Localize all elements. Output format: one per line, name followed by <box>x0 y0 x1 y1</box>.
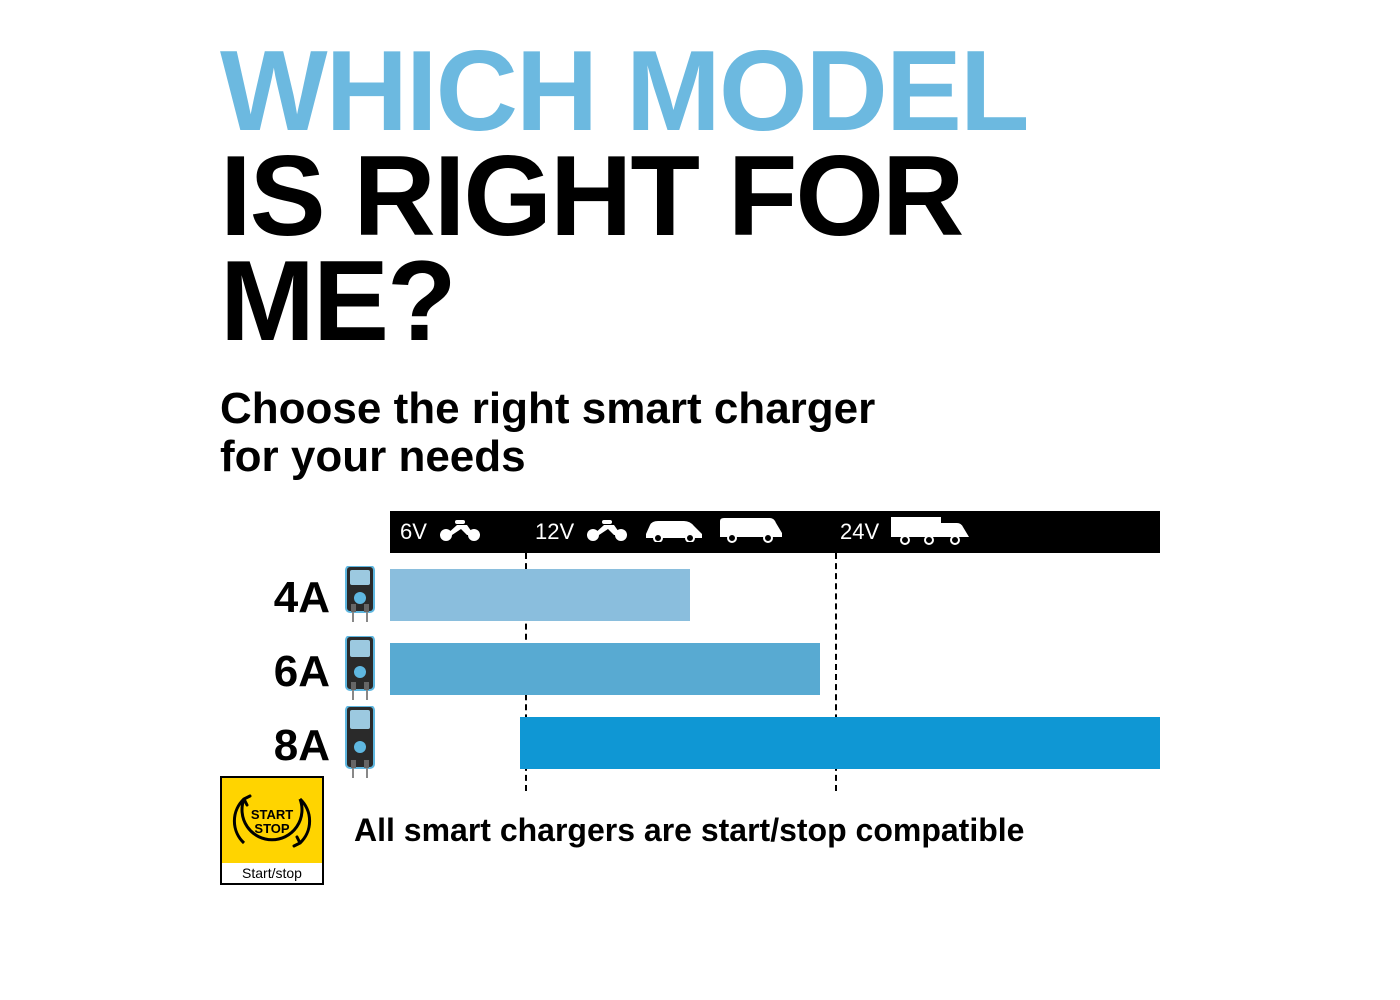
motorbike-icon <box>437 516 483 548</box>
capability-bar-4a <box>390 569 690 621</box>
charger-icon-8a <box>342 706 378 785</box>
startstop-icon: START STOP <box>227 784 317 858</box>
voltage-label: 6V <box>400 519 427 545</box>
startstop-badge-caption: Start/stop <box>222 863 322 883</box>
startstop-badge-text-top: START <box>251 807 293 822</box>
charger-icon-4a <box>342 566 378 629</box>
car-icon <box>642 516 706 548</box>
title-line-2: IS RIGHT FOR ME? <box>220 145 1180 355</box>
chart-header-band: 6V 12V 24V <box>390 511 1160 553</box>
startstop-text: All smart chargers are start/stop compat… <box>354 812 1024 849</box>
subtitle: Choose the right smart charger for your … <box>220 385 1180 482</box>
charger-icon-6a <box>342 636 378 707</box>
van-icon <box>718 515 784 549</box>
voltage-label: 12V <box>535 519 574 545</box>
voltage-label: 24V <box>840 519 879 545</box>
subtitle-line-1: Choose the right smart charger <box>220 384 875 433</box>
startstop-badge: START STOP Start/stop <box>220 776 324 885</box>
row-label-8a: 8A <box>220 721 330 771</box>
voltage-segment-12v: 12V <box>535 511 792 553</box>
truck-icon <box>889 513 973 551</box>
capability-bar-8a <box>520 717 1160 769</box>
startstop-row: START STOP Start/stop All smart chargers… <box>220 776 1024 885</box>
capability-bar-6a <box>390 643 820 695</box>
row-label-6a: 6A <box>220 647 330 697</box>
subtitle-line-2: for your needs <box>220 432 526 481</box>
row-label-4a: 4A <box>220 573 330 623</box>
startstop-badge-text-bottom: STOP <box>254 821 289 836</box>
voltage-segment-6v: 6V <box>400 511 491 553</box>
title-line-1: WHICH MODEL <box>220 40 1180 145</box>
motorbike-icon <box>584 516 630 548</box>
voltage-segment-24v: 24V <box>840 511 981 553</box>
